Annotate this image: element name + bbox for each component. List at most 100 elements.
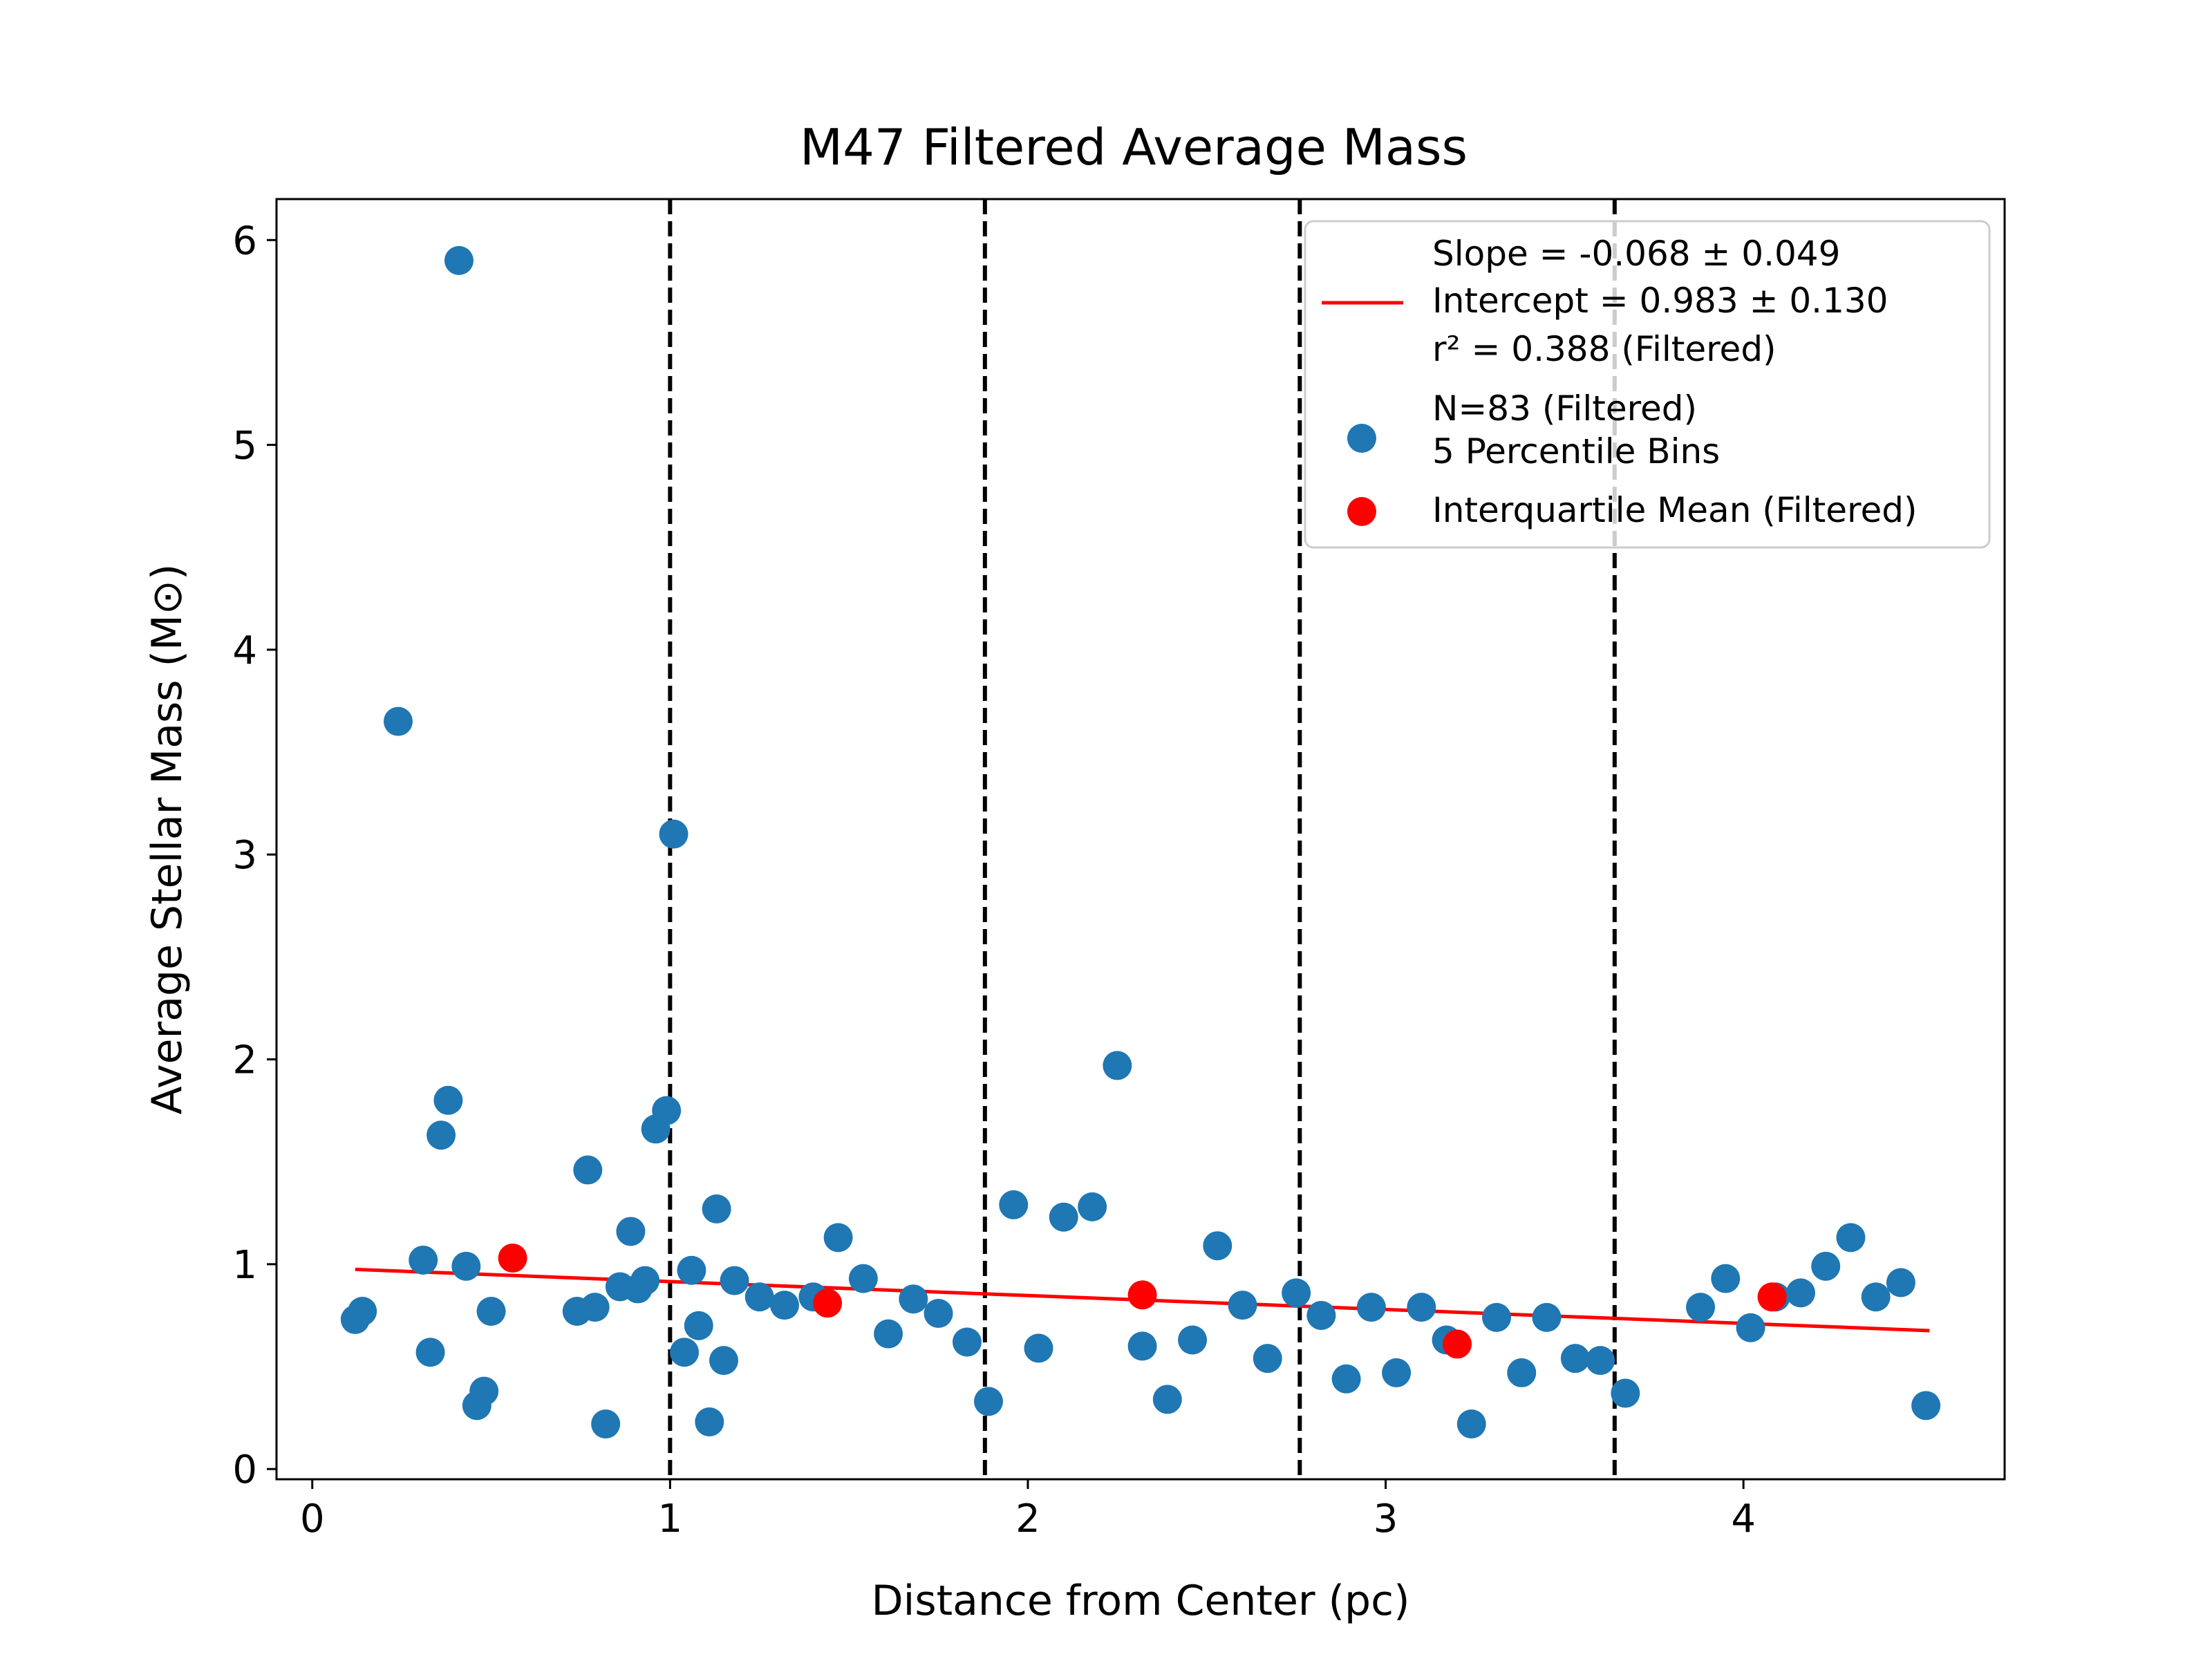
bin-point-17	[616, 1217, 646, 1246]
bin-point-14	[580, 1293, 610, 1322]
legend-red-marker	[1347, 497, 1376, 526]
bin-point-10	[469, 1376, 499, 1406]
bin-point-23	[670, 1338, 700, 1367]
legend-blue-marker	[1347, 424, 1376, 453]
legend-fit-slope: Slope = -0.068 ± 0.049	[1432, 234, 1840, 274]
iqm-point-4	[1757, 1282, 1787, 1312]
bin-point-6	[433, 1085, 463, 1115]
bin-point-1	[348, 1297, 377, 1327]
bin-point-19	[630, 1266, 660, 1295]
y-tick-label-5: 5	[232, 424, 257, 469]
bin-point-34	[848, 1264, 878, 1293]
bin-point-13	[573, 1155, 603, 1185]
bin-point-22	[659, 819, 688, 849]
bin-point-4	[415, 1338, 445, 1367]
bin-point-48	[1203, 1231, 1232, 1261]
bin-point-30	[744, 1282, 774, 1312]
bin-point-21	[652, 1096, 682, 1125]
bin-point-58	[1456, 1409, 1486, 1438]
bin-point-39	[974, 1387, 1004, 1416]
x-tick-label-0: 0	[300, 1497, 325, 1541]
bin-point-47	[1178, 1325, 1208, 1355]
legend-red-label: Interquartile Mean (Filtered)	[1432, 490, 1918, 530]
bin-point-60	[1507, 1358, 1537, 1387]
bin-point-45	[1127, 1331, 1157, 1361]
legend-blue-label-line2: 5 Percentile Bins	[1432, 431, 1720, 471]
bin-point-51	[1282, 1278, 1311, 1308]
bin-point-29	[720, 1266, 749, 1295]
bin-point-24	[677, 1255, 706, 1285]
legend-fit-intercept: Intercept = 0.983 ± 0.130	[1432, 281, 1888, 321]
y-tick-label-2: 2	[232, 1038, 257, 1083]
y-tick-label-6: 6	[232, 218, 257, 263]
y-axis-label: Average Stellar Mass (M⊙)	[143, 564, 191, 1115]
bin-point-74	[1911, 1391, 1941, 1421]
y-axis-ticks: 0 1 2 3 4 5 6	[232, 218, 276, 1492]
bin-point-53	[1331, 1364, 1361, 1394]
bin-point-38	[952, 1327, 982, 1357]
bin-point-7	[444, 245, 474, 275]
bin-point-54	[1356, 1293, 1386, 1322]
interquartile-mean-points	[498, 1243, 1787, 1359]
bin-point-67	[1736, 1313, 1765, 1342]
x-axis-label: Distance from Center (pc)	[871, 1577, 1409, 1625]
legend-fit-r2: r² = 0.388 (Filtered)	[1432, 329, 1777, 369]
bin-point-41	[1024, 1333, 1053, 1363]
bin-point-35	[874, 1319, 903, 1349]
y-tick-label-3: 3	[232, 833, 257, 878]
bin-point-55	[1382, 1358, 1412, 1387]
bin-point-70	[1811, 1251, 1841, 1281]
bin-point-37	[924, 1298, 953, 1328]
bin-point-56	[1407, 1293, 1436, 1322]
bin-point-31	[769, 1291, 799, 1320]
x-tick-label-4: 4	[1731, 1497, 1756, 1541]
bin-point-59	[1482, 1302, 1512, 1332]
bin-point-66	[1711, 1264, 1741, 1293]
x-tick-label-2: 2	[1015, 1497, 1040, 1541]
bin-point-11	[476, 1297, 506, 1327]
bin-point-3	[409, 1245, 438, 1275]
bin-point-2	[383, 706, 413, 736]
legend: Slope = -0.068 ± 0.049 Intercept = 0.983…	[1304, 220, 1991, 549]
bin-point-72	[1861, 1282, 1891, 1312]
bin-point-63	[1586, 1346, 1615, 1376]
bin-point-15	[591, 1409, 621, 1438]
bin-point-44	[1103, 1051, 1132, 1080]
bin-point-65	[1686, 1293, 1716, 1322]
bin-point-25	[684, 1311, 713, 1340]
legend-blue-label-line1: N=83 (Filtered)	[1432, 388, 1697, 429]
x-axis-ticks: 0 1 2 3 4	[300, 1479, 1756, 1541]
bin-point-46	[1152, 1385, 1182, 1414]
bin-point-28	[709, 1346, 738, 1376]
y-tick-label-1: 1	[232, 1243, 257, 1288]
y-tick-label-0: 0	[232, 1447, 257, 1492]
bin-point-71	[1836, 1223, 1866, 1253]
bin-point-62	[1560, 1344, 1590, 1374]
chart-title: M47 Filtered Average Mass	[800, 118, 1468, 176]
bin-point-27	[702, 1194, 731, 1224]
bin-point-64	[1611, 1378, 1640, 1408]
legend-box	[1304, 220, 1991, 549]
bin-point-50	[1253, 1344, 1282, 1374]
bin-point-33	[823, 1223, 853, 1253]
iqm-point-2	[1127, 1280, 1157, 1310]
iqm-point-0	[498, 1243, 527, 1273]
iqm-point-1	[813, 1288, 843, 1318]
bin-point-69	[1785, 1278, 1815, 1308]
bin-point-49	[1228, 1291, 1257, 1320]
bin-point-73	[1886, 1268, 1915, 1297]
bin-point-52	[1306, 1300, 1336, 1330]
bin-point-36	[899, 1284, 928, 1314]
bin-point-43	[1078, 1192, 1107, 1221]
bin-point-26	[695, 1407, 724, 1437]
iqm-point-3	[1443, 1329, 1472, 1359]
x-tick-label-3: 3	[1374, 1497, 1398, 1541]
x-tick-label-1: 1	[658, 1497, 683, 1541]
bin-point-61	[1532, 1302, 1562, 1332]
bin-point-5	[427, 1121, 456, 1150]
axes-frame	[275, 198, 2006, 1481]
y-tick-label-4: 4	[232, 628, 257, 673]
bin-point-40	[999, 1190, 1029, 1219]
bin-point-42	[1049, 1202, 1078, 1232]
